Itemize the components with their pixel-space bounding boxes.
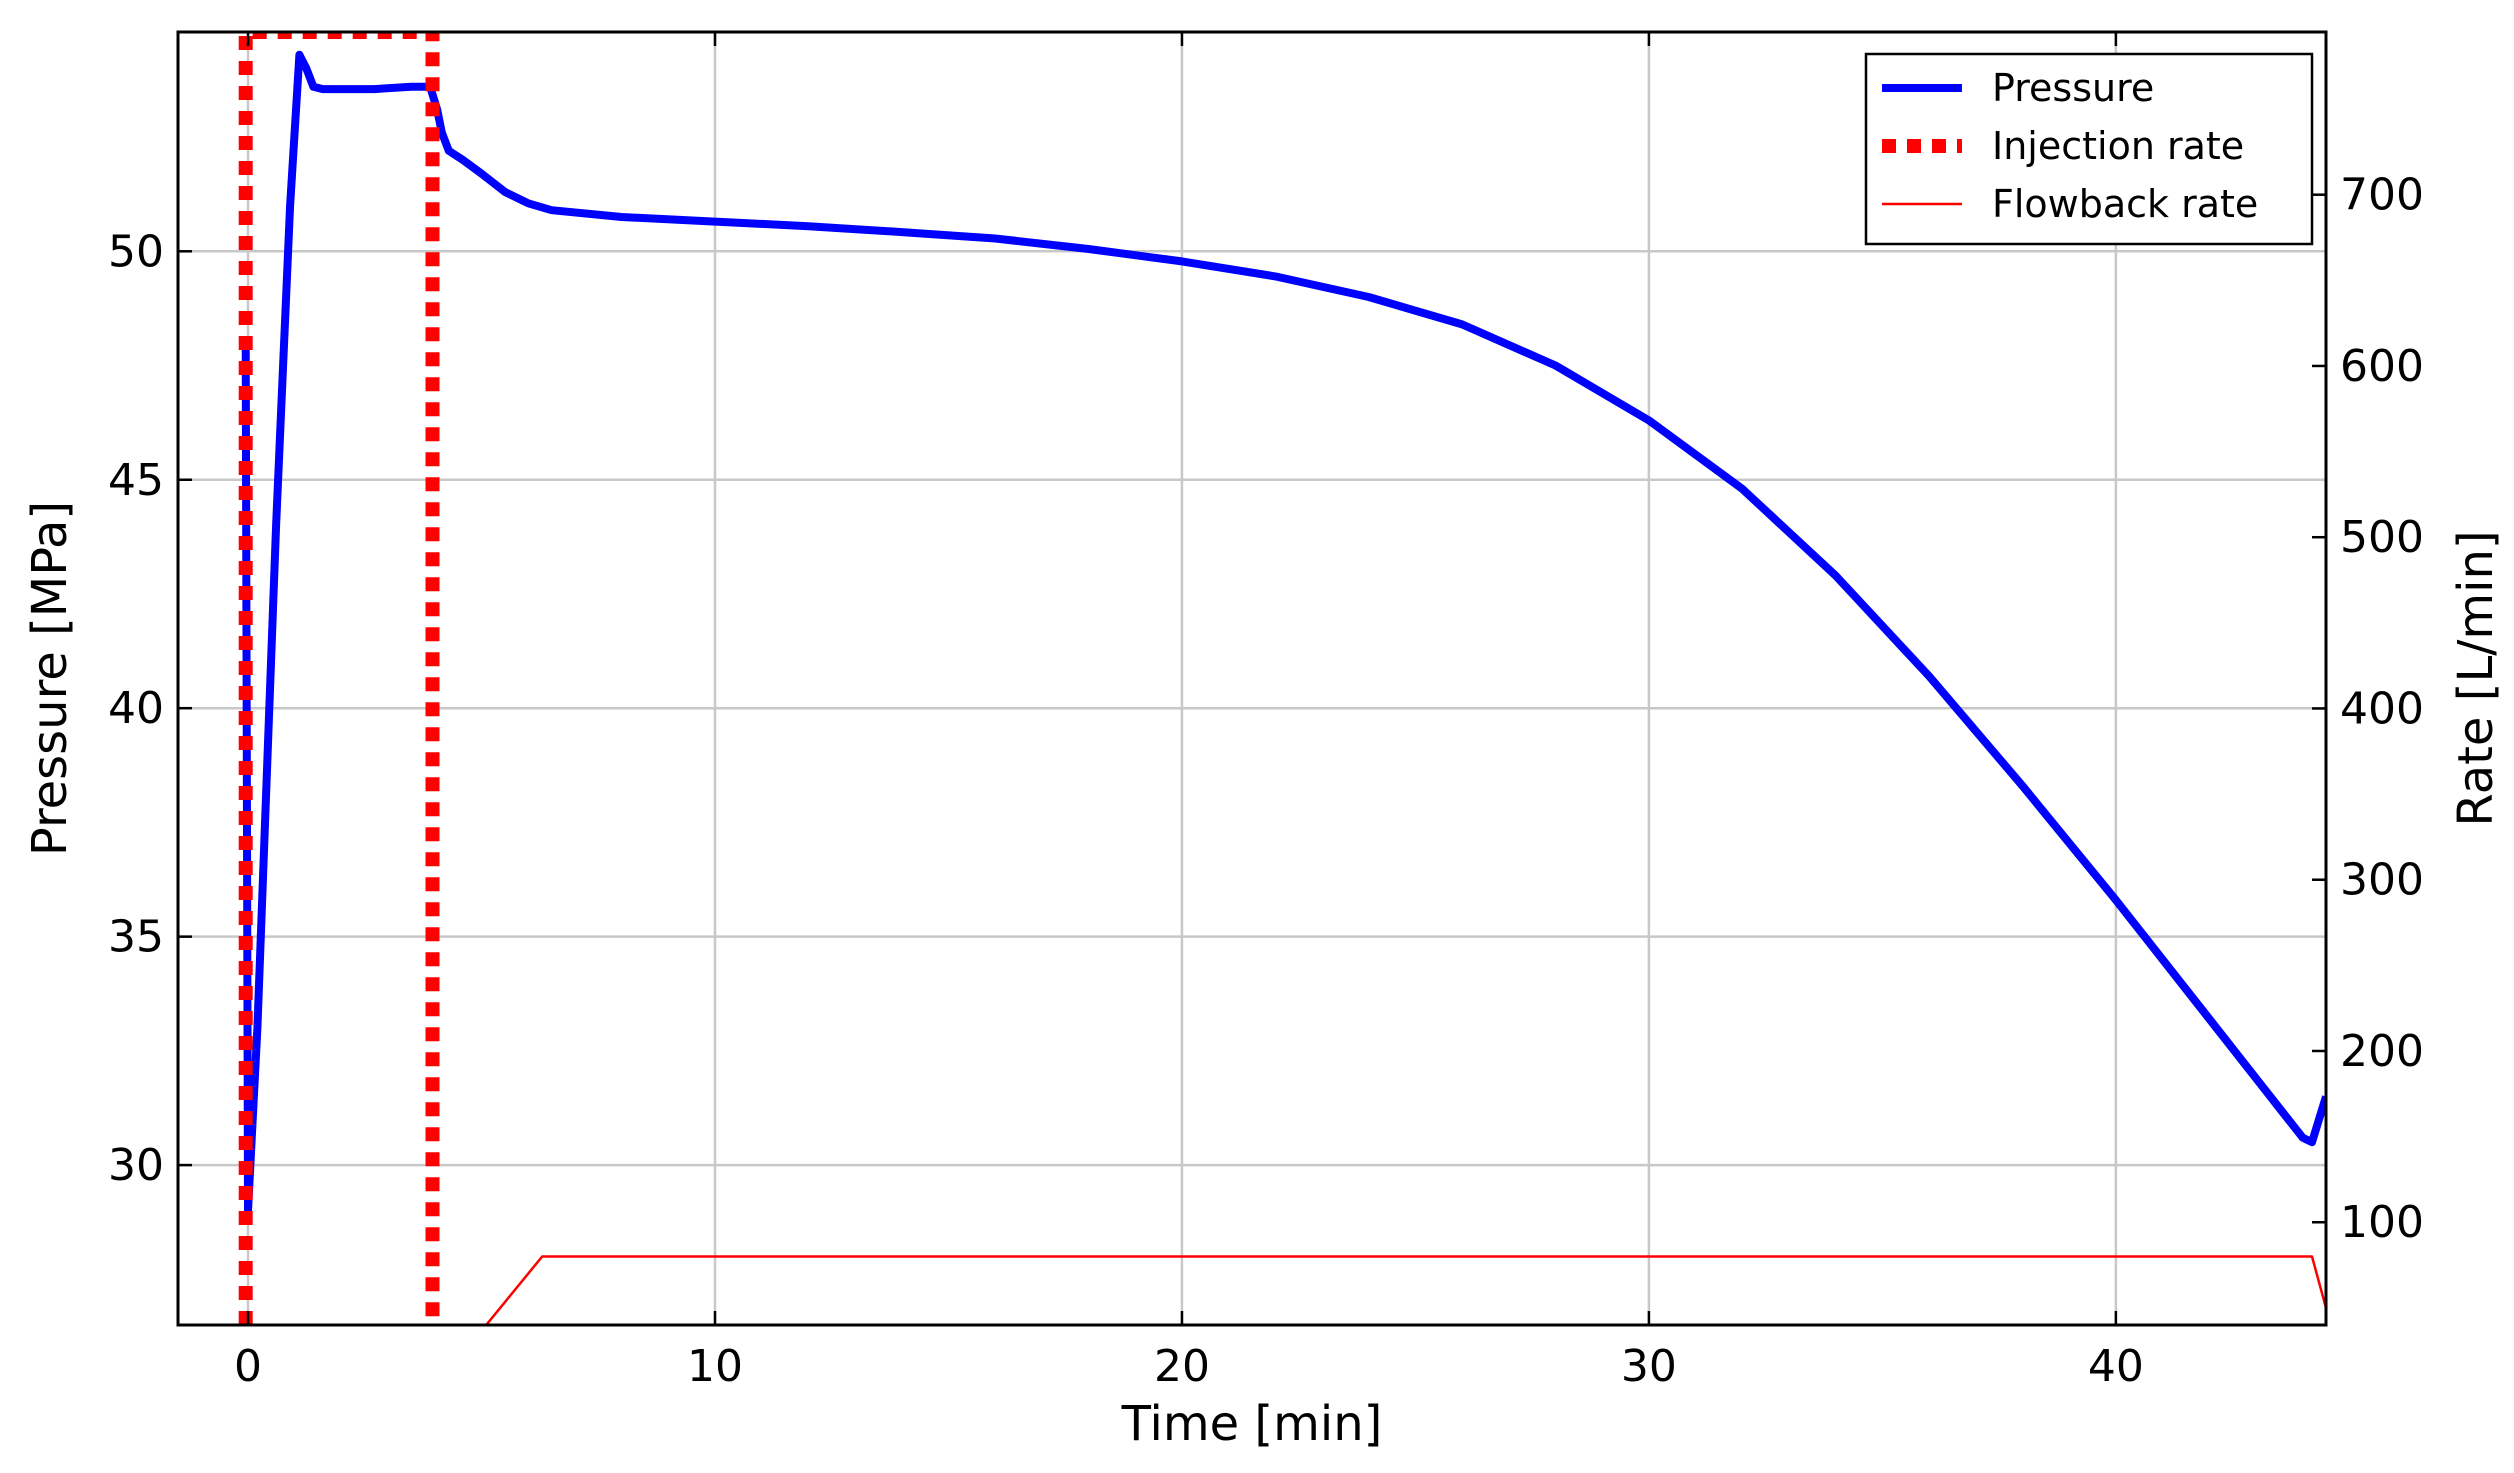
tick-marks — [178, 32, 2326, 1325]
y-tick-label-right-0: 100 — [2340, 1197, 2424, 1248]
series-line-injection-rate — [238, 32, 440, 1325]
y-axis-title-left: Pressure [MPa] — [22, 501, 78, 856]
series-line-pressure — [241, 50, 2326, 1215]
tick-labels: 0 10 20 30 40 30 35 40 45 50 100 200 300 400 500 600 700 — [108, 170, 2424, 1392]
y-tick-label-right-4: 500 — [2340, 512, 2424, 563]
x-tick-label-0: 0 — [234, 1341, 262, 1392]
y-tick-label-right-2: 300 — [2340, 855, 2424, 906]
x-axis-title: Time [min] — [1121, 1396, 1383, 1452]
legend: Pressure Injection rate Flowback rate — [1864, 52, 2314, 246]
x-tick-label-1: 10 — [687, 1341, 743, 1392]
legend-label-flowback-rate: Flowback rate — [1992, 182, 2258, 226]
series-line-flowback-rate — [485, 1255, 2326, 1325]
y-tick-label-right-5: 600 — [2340, 341, 2424, 392]
y-axis-title-right: Rate [L/min] — [2448, 530, 2504, 826]
y-tick-label-right-6: 700 — [2340, 170, 2424, 221]
x-tick-label-4: 40 — [2088, 1341, 2144, 1392]
legend-label-pressure: Pressure — [1992, 66, 2154, 110]
series-layer — [238, 32, 2326, 1325]
plot-area-frame — [176, 30, 2328, 1327]
x-tick-label-3: 30 — [1621, 1341, 1677, 1392]
grid — [178, 32, 2326, 1325]
y-tick-label-left-1: 35 — [108, 912, 164, 963]
y-tick-label-left-3: 45 — [108, 455, 164, 506]
y-tick-label-right-1: 200 — [2340, 1026, 2424, 1077]
y-tick-label-left-2: 40 — [108, 683, 164, 734]
x-tick-label-2: 20 — [1154, 1341, 1210, 1392]
legend-label-injection-rate: Injection rate — [1992, 124, 2244, 168]
y-tick-label-left-0: 30 — [108, 1140, 164, 1191]
y-tick-label-right-3: 400 — [2340, 683, 2424, 734]
y-tick-label-left-4: 50 — [108, 226, 164, 277]
